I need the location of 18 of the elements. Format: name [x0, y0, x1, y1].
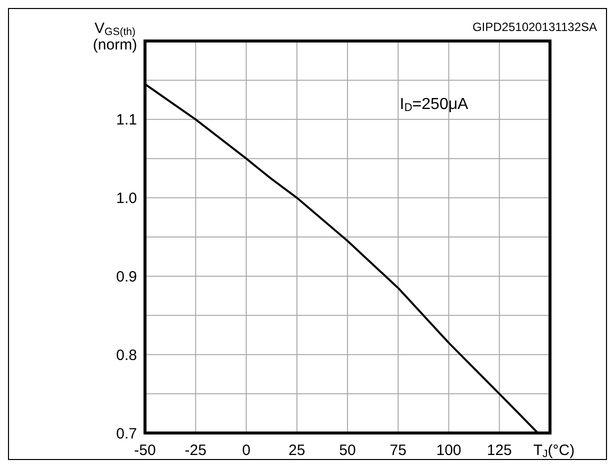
line-series: [145, 83, 539, 433]
x-tick-label: -25: [184, 442, 206, 459]
x-tick-label: 25: [288, 442, 306, 459]
text: GIPD251020131132SA: [472, 20, 597, 34]
x-tick-label: 125: [486, 442, 512, 459]
y-tick-label: 0.8: [116, 346, 137, 364]
x-tick-label: 0: [242, 442, 250, 459]
x-tick-label: -50: [134, 442, 156, 459]
y-tick-label: 1.1: [116, 112, 137, 129]
x-axis-title: T$_{J}$(°C): [533, 442, 575, 460]
annotation: I$_{D}$=250μA: [400, 96, 469, 114]
y-tick-label: 1.0: [116, 190, 137, 208]
x-tick-label: 50: [339, 442, 356, 459]
y-tick-label: 0.7: [116, 425, 137, 442]
x-tick-label: 100: [436, 442, 462, 459]
y-tick-label: 0.9: [116, 268, 137, 286]
y-axis-title: V$_{GS(th)}$ (norm): [92, 20, 138, 54]
x-tick-label: 75: [390, 442, 406, 459]
